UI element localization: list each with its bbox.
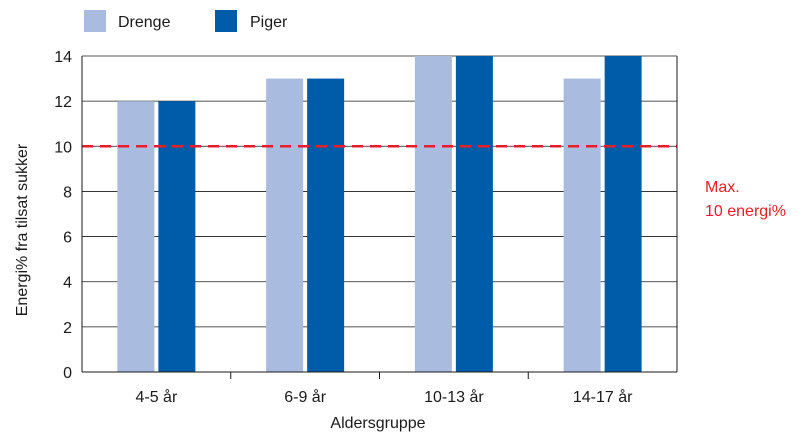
bar-piger-2 — [455, 56, 493, 372]
x-tick-labels: 4-5 år 6-9 år 10-13 år 14-17 år — [135, 388, 633, 406]
bar-drenge-1 — [266, 78, 304, 373]
x-tick-label: 14-17 år — [573, 388, 633, 406]
x-tick-label: 4-5 år — [135, 388, 177, 406]
legend-label-drenge: Drenge — [118, 14, 171, 31]
bar-piger-3 — [604, 56, 642, 372]
y-tick-label: 12 — [54, 94, 72, 111]
axes — [81, 56, 678, 379]
y-tick-label: 14 — [54, 49, 72, 66]
y-tick-label: 10 — [54, 139, 72, 156]
bar-drenge-2 — [414, 56, 452, 372]
y-tick-label: 4 — [63, 275, 72, 292]
y-axis-title: Energi% fra tilsat sukker — [14, 143, 31, 316]
y-tick-label: 8 — [63, 184, 72, 201]
legend-swatch-piger — [215, 10, 237, 32]
bar-drenge-0 — [117, 101, 155, 373]
legend: Drenge Piger — [84, 10, 288, 32]
x-tick-label: 6-9 år — [284, 388, 326, 406]
x-tick-label: 10-13 år — [424, 388, 484, 406]
y-tick-label: 2 — [63, 320, 72, 337]
x-axis-title: Aldersgruppe — [330, 415, 425, 432]
legend-swatch-drenge — [84, 10, 106, 32]
bar-piger-1 — [307, 78, 345, 373]
legend-label-piger: Piger — [250, 14, 288, 31]
bars — [117, 56, 642, 373]
bar-drenge-3 — [563, 78, 601, 373]
y-tick-label: 0 — [63, 365, 72, 382]
reference-label-line2: 10 energi% — [705, 203, 786, 220]
bar-piger-0 — [158, 101, 196, 373]
y-tick-labels: 0 2 4 6 8 10 12 14 — [54, 49, 72, 382]
reference-label-line1: Max. — [705, 179, 740, 196]
y-tick-label: 6 — [63, 230, 72, 247]
